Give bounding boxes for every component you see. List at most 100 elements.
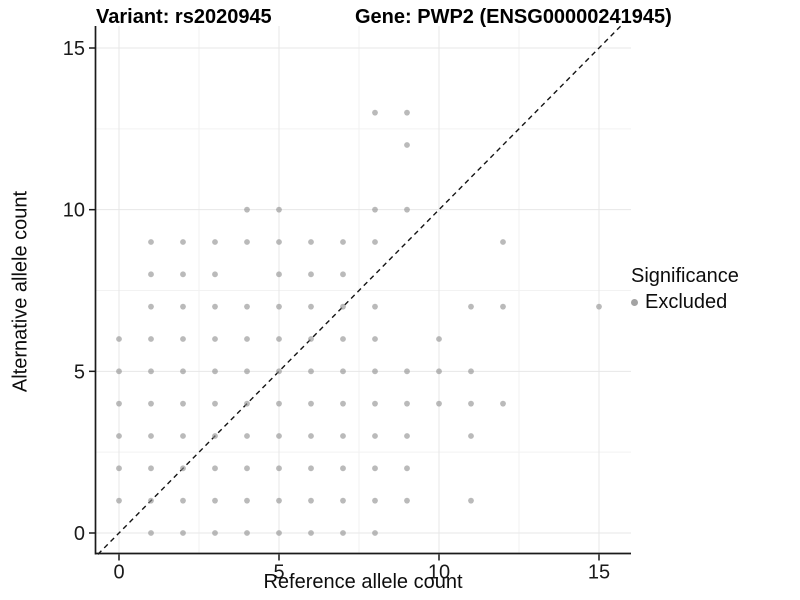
data-point (276, 271, 282, 278)
data-point (244, 400, 250, 407)
data-point (276, 303, 282, 310)
data-point (116, 336, 122, 342)
data-point (148, 336, 154, 342)
x-tick-label: 10 (428, 562, 450, 584)
data-point (244, 239, 250, 245)
data-point (116, 433, 122, 439)
data-point (340, 239, 346, 245)
data-point (148, 368, 154, 375)
data-point (340, 271, 346, 278)
x-tick-label: 15 (588, 562, 610, 584)
data-point (212, 530, 218, 536)
data-point (340, 336, 346, 342)
data-point (308, 400, 314, 407)
data-point (372, 303, 378, 310)
data-point (340, 465, 346, 472)
data-point (308, 530, 314, 536)
legend-item-label: Excluded (645, 291, 728, 313)
data-point (308, 497, 314, 504)
data-point (436, 336, 442, 342)
data-point (500, 239, 506, 245)
data-point (180, 465, 186, 472)
gene-title: Gene: PWP2 (ENSG00000241945) (355, 6, 672, 28)
data-point (340, 368, 346, 375)
data-point (180, 336, 186, 342)
data-point (180, 497, 186, 504)
data-point (372, 206, 378, 213)
data-point (148, 497, 154, 504)
data-point (244, 497, 250, 504)
data-point (212, 303, 218, 310)
data-point (276, 433, 282, 439)
data-point (372, 400, 378, 407)
data-point (372, 239, 378, 245)
data-point (276, 206, 282, 213)
data-point (244, 530, 250, 536)
data-point (340, 433, 346, 439)
data-point (244, 465, 250, 472)
data-point (244, 336, 250, 342)
data-point (212, 465, 218, 472)
data-point (116, 400, 122, 407)
data-point (340, 497, 346, 504)
legend: Significance Excluded (631, 265, 739, 314)
y-tick-label: 15 (63, 38, 85, 60)
data-point (276, 497, 282, 504)
data-point (148, 433, 154, 439)
data-point (148, 400, 154, 407)
data-point (276, 465, 282, 472)
data-point (372, 530, 378, 536)
data-point (244, 433, 250, 439)
data-point (212, 497, 218, 504)
data-point (372, 368, 378, 375)
data-point (340, 303, 346, 310)
data-point (436, 368, 442, 375)
data-point (276, 400, 282, 407)
data-point (340, 400, 346, 407)
data-point (308, 368, 314, 375)
data-point (180, 271, 186, 278)
data-point (180, 303, 186, 310)
data-point (244, 303, 250, 310)
data-point (404, 497, 410, 504)
data-point (468, 400, 474, 407)
data-point (340, 530, 346, 536)
y-tick-label: 5 (74, 361, 85, 383)
data-point (276, 336, 282, 342)
data-point (308, 465, 314, 472)
data-point (372, 109, 378, 116)
data-point (244, 206, 250, 213)
data-point (404, 400, 410, 407)
data-point (148, 465, 154, 472)
data-point (276, 530, 282, 536)
data-point (180, 400, 186, 407)
data-point (500, 400, 506, 407)
data-point (372, 465, 378, 472)
data-point (148, 303, 154, 310)
data-point (308, 239, 314, 245)
data-point (212, 271, 218, 278)
data-point (404, 368, 410, 375)
data-point (212, 368, 218, 375)
data-point (308, 433, 314, 439)
data-point (116, 497, 122, 504)
data-point (148, 239, 154, 245)
data-point (148, 530, 154, 536)
x-tick-label: 0 (113, 562, 124, 584)
data-point (276, 368, 282, 375)
data-point (404, 465, 410, 472)
data-point (404, 109, 410, 116)
y-axis-title: Alternative allele count (9, 190, 32, 393)
data-point (404, 142, 410, 148)
data-point (436, 400, 442, 407)
data-point (404, 433, 410, 439)
data-point (276, 239, 282, 245)
data-point (468, 368, 474, 375)
data-point (116, 368, 122, 375)
data-point (308, 303, 314, 310)
data-point (308, 336, 314, 342)
data-point (180, 368, 186, 375)
data-point (308, 271, 314, 278)
